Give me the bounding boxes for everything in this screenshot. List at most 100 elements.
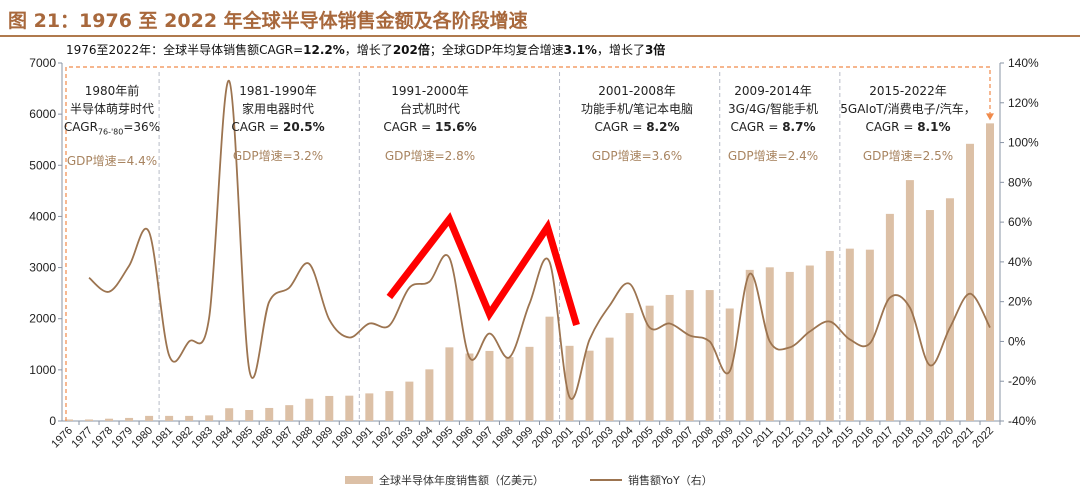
period-years: 1981-1990年 — [239, 84, 317, 98]
bar-2015 — [845, 248, 854, 421]
bar-2017 — [885, 213, 894, 421]
bar-2011 — [765, 267, 774, 421]
bar-2000 — [545, 316, 554, 421]
x-tick-label: 1978 — [89, 425, 115, 451]
bar-1978 — [105, 418, 114, 421]
period-years: 1991-2000年 — [391, 84, 469, 98]
x-tick-label: 2012 — [770, 425, 796, 451]
bar-1999 — [525, 346, 534, 421]
bar-1987 — [285, 405, 294, 421]
subtitle-value: 3倍 — [644, 43, 666, 57]
bar-1977 — [85, 419, 94, 421]
period-gdp: GDP增速=3.2% — [232, 149, 324, 163]
x-tick-label: 2021 — [950, 425, 976, 451]
period-years: 2001-2008年 — [598, 84, 676, 98]
bar-1988 — [305, 398, 314, 421]
period-gdp: GDP增速=2.8% — [384, 149, 476, 163]
x-tick-label: 1998 — [490, 425, 516, 451]
x-tick-label: 1996 — [450, 425, 476, 451]
x-tick-label: 2004 — [610, 425, 636, 451]
bar-2003 — [605, 337, 614, 421]
bar-1981 — [165, 415, 174, 421]
left-tick-label: 1000 — [29, 363, 56, 377]
right-tick-label: 40% — [1008, 255, 1032, 269]
bar-2010 — [745, 269, 754, 421]
period-gdp: GDP增速=2.4% — [727, 149, 819, 163]
bar-1983 — [205, 415, 214, 421]
period-cagr: CAGR = 8.2% — [594, 120, 680, 134]
right-tick-label: 20% — [1008, 295, 1032, 309]
x-tick-label: 1994 — [410, 425, 436, 451]
x-tick-label: 1984 — [209, 425, 235, 451]
x-tick-label: 2018 — [890, 425, 916, 451]
left-tick-label: 7000 — [29, 56, 56, 70]
x-tick-label: 2000 — [530, 425, 556, 451]
bar-2013 — [805, 265, 814, 421]
bar-1976 — [65, 419, 73, 421]
bar-1991 — [365, 393, 374, 421]
legend-line-swatch — [590, 479, 622, 481]
figure-title: 图 21：1976 至 2022 年全球半导体销售金额及各阶段增速 — [8, 10, 528, 32]
legend-bar-swatch — [345, 476, 373, 484]
period-theme: 3G/4G/智能手机 — [728, 102, 818, 116]
right-tick-label: 120% — [1008, 96, 1039, 110]
bar-2012 — [785, 271, 794, 421]
x-tick-label: 2001 — [550, 425, 576, 451]
x-tick-label: 2013 — [790, 425, 816, 451]
subtitle-value: 3.1% — [563, 43, 597, 57]
period-years: 2009-2014年 — [734, 84, 812, 98]
x-tick-label: 1979 — [109, 425, 135, 451]
bar-1993 — [405, 381, 414, 421]
left-tick-label: 6000 — [29, 107, 56, 121]
bar-2009 — [725, 308, 734, 421]
x-tick-label: 1988 — [290, 425, 316, 451]
bar-2021 — [965, 143, 974, 421]
x-tick-label: 1995 — [430, 425, 456, 451]
x-tick-label: 1986 — [250, 425, 276, 451]
bar-1998 — [505, 357, 514, 421]
x-tick-label: 2003 — [590, 425, 616, 451]
bar-1992 — [385, 391, 394, 421]
bar-2022 — [986, 123, 994, 421]
bar-2004 — [625, 313, 634, 421]
x-tick-label: 2020 — [930, 425, 956, 451]
x-tick-label: 1992 — [370, 425, 396, 451]
x-tick-label: 2010 — [730, 425, 756, 451]
subtitle-value: 12.2% — [303, 43, 345, 57]
bar-2018 — [905, 180, 914, 421]
x-tick-label: 2014 — [810, 425, 836, 451]
left-tick-label: 4000 — [29, 209, 56, 223]
x-tick-label: 1990 — [330, 425, 356, 451]
x-tick-label: 1982 — [169, 425, 195, 451]
yoy-line — [88, 79, 991, 400]
x-tick-label: 1977 — [69, 425, 95, 451]
period-cagr: CAGR = 15.6% — [383, 120, 477, 134]
bar-2002 — [585, 350, 594, 421]
subtitle-text: ，增长了 — [344, 43, 393, 57]
right-tick-label: 80% — [1008, 175, 1032, 189]
period-cagr: CAGR = 8.1% — [865, 120, 951, 134]
legend-label: 全球半导体年度销售额（亿美元） — [379, 474, 544, 487]
period-cagr: CAGR76-'80=36% — [63, 120, 161, 137]
period-annotation-2015-2022: 2015-2022年 5GAIoT/消费电子/汽车， CAGR = 8.1% G… — [840, 82, 975, 165]
legend-item-sales: 全球半导体年度销售额（亿美元） — [345, 472, 544, 488]
period-years: 1980年前 — [84, 84, 140, 98]
bar-1979 — [125, 417, 134, 421]
bar-2020 — [945, 198, 954, 421]
period-theme: 半导体萌芽时代 — [69, 102, 155, 116]
period-gdp: GDP增速=4.4% — [66, 154, 158, 169]
x-tick-label: 1999 — [510, 425, 536, 451]
x-tick-label: 2009 — [710, 425, 736, 451]
bar-2016 — [865, 249, 874, 421]
subtitle-text: ；全球GDP年均复合增速 — [429, 43, 564, 57]
period-annotation-2001-2008: 2001-2008年 功能手机/笔记本电脑 CAGR = 8.2% GDP增速=… — [581, 82, 693, 165]
left-tick-label: 0 — [49, 414, 56, 428]
period-theme: 5GAIoT/消费电子/汽车， — [840, 102, 976, 116]
x-tick-label: 1987 — [270, 425, 296, 451]
period-theme: 家用电器时代 — [241, 102, 314, 116]
x-tick-label: 1985 — [230, 425, 256, 451]
bar-1986 — [265, 407, 274, 421]
right-tick-label: 100% — [1008, 136, 1039, 150]
period-cagr: CAGR = 20.5% — [231, 120, 325, 134]
period-cagr: CAGR = 8.7% — [730, 120, 816, 134]
